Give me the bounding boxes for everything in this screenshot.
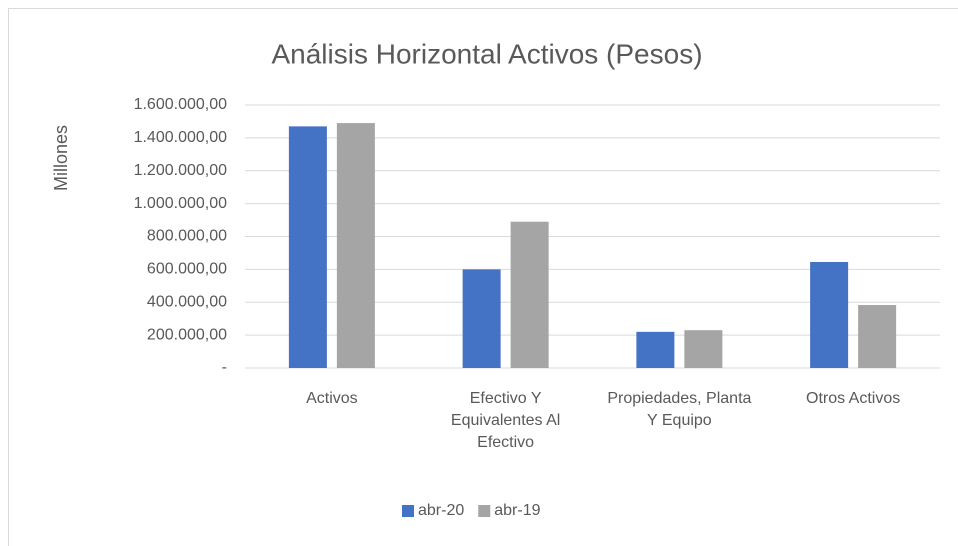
x-tick-label: Activos: [306, 390, 358, 407]
y-tick-label: 1.200.000,00: [134, 162, 228, 179]
bar: [810, 261, 849, 368]
y-tick-label: 200.000,00: [147, 326, 227, 343]
legend-swatch: [478, 505, 491, 517]
y-tick-label: 1.000.000,00: [134, 195, 228, 212]
bar: [462, 269, 501, 368]
chart-border: [8, 8, 958, 546]
legend-label: abr-20: [418, 502, 464, 519]
bar: [288, 126, 327, 369]
y-tick-label: -: [222, 359, 227, 376]
x-tick-label: Efectivo Y Equivalentes Al Efectivo: [450, 390, 561, 451]
y-axis-title: Millones: [51, 125, 71, 191]
x-tick-label: Propiedades, Planta Y Equipo: [607, 390, 752, 429]
legend-label: abr-19: [494, 502, 540, 519]
y-tick-label: 600.000,00: [147, 261, 227, 278]
y-tick-label: 1.400.000,00: [134, 129, 228, 146]
bar: [510, 221, 549, 368]
bar: [336, 123, 375, 368]
y-tick-label: 800.000,00: [147, 228, 227, 245]
bar: [858, 305, 897, 368]
bar: [636, 331, 675, 368]
y-tick-label: 400.000,00: [147, 293, 227, 310]
y-tick-label: 1.600.000,00: [134, 96, 228, 113]
chart-title: Análisis Horizontal Activos (Pesos): [271, 38, 702, 69]
legend-swatch: [402, 505, 414, 517]
x-tick-label: Otros Activos: [806, 390, 901, 407]
bar: [684, 330, 723, 368]
